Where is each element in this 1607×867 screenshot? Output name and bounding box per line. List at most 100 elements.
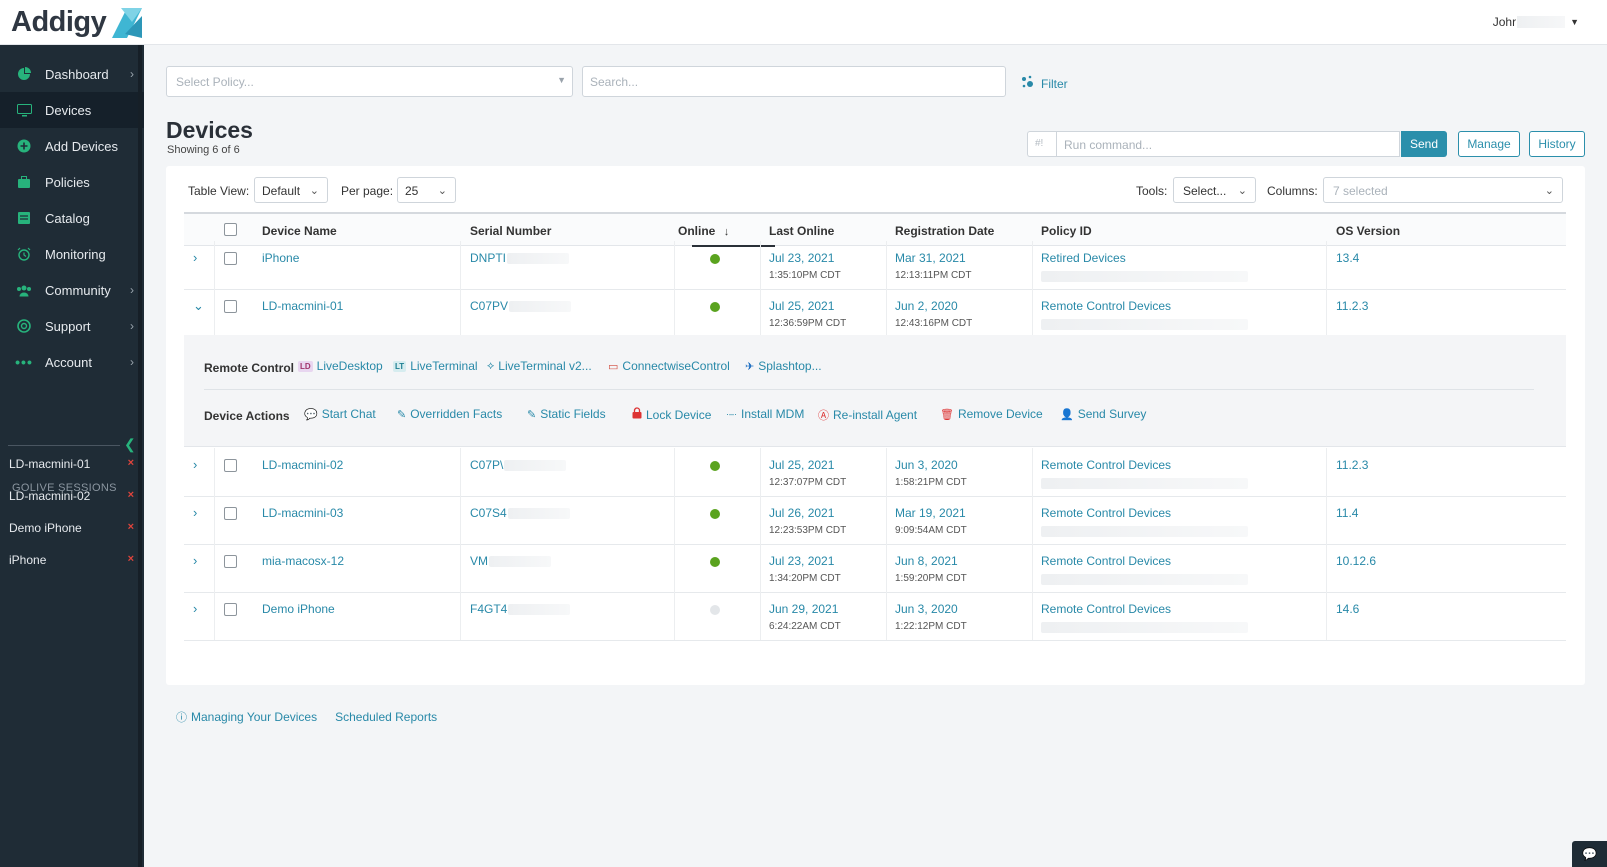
row-checkbox[interactable] <box>224 300 237 316</box>
sidebar-item-support[interactable]: Support › <box>0 308 144 344</box>
sidebar-item-devices[interactable]: Devices <box>0 92 144 128</box>
table-row[interactable]: › Demo iPhone F4GT4 Jun 29, 2021 6:24:22AM C… <box>184 592 1566 641</box>
per-page-select[interactable]: 25 ⌄ <box>397 177 456 203</box>
chevron-right-icon[interactable]: › <box>193 250 198 265</box>
column-divider <box>1326 241 1327 289</box>
col-last-online[interactable]: Last Online <box>769 224 835 238</box>
serial-number[interactable]: C07PV <box>470 299 572 313</box>
run-command-input[interactable]: Run command... <box>1056 131 1400 157</box>
filter-button[interactable]: Filter <box>1021 75 1068 92</box>
close-session-icon[interactable]: × <box>127 457 134 469</box>
chat-widget-button[interactable]: 💬 <box>1572 841 1607 867</box>
lock-device-button[interactable]: Lock Device <box>632 407 711 422</box>
chevron-right-icon[interactable]: › <box>193 601 198 616</box>
col-os-version[interactable]: OS Version <box>1336 224 1401 238</box>
os-version-link[interactable]: 13.4 <box>1336 251 1360 265</box>
col-registration-date[interactable]: Registration Date <box>895 224 995 238</box>
connectwise-button[interactable]: ▭ ConnectwiseControl <box>608 359 730 373</box>
last-online-time: 12:36:59PM CDT <box>769 318 847 329</box>
row-checkbox[interactable] <box>224 507 237 523</box>
send-button[interactable]: Send <box>1401 131 1447 157</box>
chevron-right-icon[interactable]: › <box>193 553 198 568</box>
table-row[interactable]: › LD-macmini-02 C07P\ Jul 25, 2021 12:37:07P… <box>184 448 1566 497</box>
last-online-time: 12:37:07PM CDT <box>769 477 847 488</box>
device-name-link[interactable]: mia-macosx-12 <box>262 554 345 568</box>
search-input[interactable]: Search... <box>582 66 1006 97</box>
table-row[interactable]: › LD-macmini-03 C07S4 Jul 26, 2021 12:23:53P… <box>184 496 1566 545</box>
serial-number[interactable]: F4GT4 <box>470 602 571 616</box>
golive-session-item[interactable]: LD-macmini-02 × <box>9 489 134 507</box>
golive-session-item[interactable]: LD-macmini-01 × <box>9 457 134 475</box>
policy-select[interactable]: Select Policy... ▼ <box>166 66 573 97</box>
row-checkbox[interactable] <box>224 555 237 571</box>
columns-select[interactable]: 7 selected ⌄ <box>1323 177 1563 203</box>
tools-select[interactable]: Select... ⌄ <box>1173 177 1256 203</box>
sidebar-item-catalog[interactable]: Catalog <box>0 200 144 236</box>
scheduled-reports-link[interactable]: Scheduled Reports <box>335 710 438 724</box>
chevron-right-icon[interactable]: › <box>193 457 198 472</box>
send-survey-button[interactable]: 👤 Send Survey <box>1060 407 1146 421</box>
golive-session-item[interactable]: Demo iPhone × <box>9 521 134 539</box>
sidebar-item-monitoring[interactable]: Monitoring <box>0 236 144 272</box>
sidebar-item-account[interactable]: ••• Account › <box>0 344 144 380</box>
static-fields-button[interactable]: ✎ Static Fields <box>527 407 606 421</box>
liveterminal-v2-button[interactable]: ⟡ LiveTerminal v2... <box>487 359 592 373</box>
device-name-link[interactable]: Demo iPhone <box>262 602 335 616</box>
chevron-down-icon[interactable]: ⌄ <box>193 298 204 313</box>
serial-number[interactable]: VM <box>470 554 551 568</box>
sidebar-item-add-devices[interactable]: Add Devices <box>0 128 144 164</box>
addigy-logo[interactable]: Addigy <box>11 3 146 41</box>
sidebar-item-policies[interactable]: Policies <box>0 164 144 200</box>
policy-link[interactable]: Remote Control Devices <box>1041 602 1172 616</box>
user-menu[interactable]: Johr ▼ <box>1493 15 1579 29</box>
serial-number[interactable]: C07S4 <box>470 506 570 520</box>
policy-link[interactable]: Remote Control Devices <box>1041 506 1172 520</box>
close-session-icon[interactable]: × <box>127 521 134 533</box>
row-checkbox[interactable] <box>224 459 237 475</box>
select-all-checkbox[interactable] <box>224 223 237 239</box>
collapse-sidebar-icon[interactable]: ❮ <box>124 436 136 452</box>
splashtop-button[interactable]: ✈ Splashtop... <box>745 359 822 373</box>
device-name-link[interactable]: LD-macmini-02 <box>262 458 344 472</box>
os-version-link[interactable]: 11.2.3 <box>1336 458 1369 472</box>
serial-number[interactable]: DNPTI <box>470 251 569 265</box>
livedesktop-button[interactable]: LD LiveDesktop <box>298 359 383 373</box>
os-version-link[interactable]: 14.6 <box>1336 602 1360 616</box>
device-name-link[interactable]: iPhone <box>262 251 300 265</box>
device-name-link[interactable]: LD-macmini-01 <box>262 299 344 313</box>
col-policy-id[interactable]: Policy ID <box>1041 224 1092 238</box>
row-checkbox[interactable] <box>224 603 237 619</box>
table-view-select[interactable]: Default ⌄ <box>254 177 328 203</box>
start-chat-button[interactable]: 💬 Start Chat <box>304 407 376 421</box>
col-device-name[interactable]: Device Name <box>262 224 337 238</box>
close-session-icon[interactable]: × <box>127 553 134 565</box>
chevron-right-icon[interactable]: › <box>193 505 198 520</box>
sidebar-item-dashboard[interactable]: Dashboard › <box>0 56 144 92</box>
close-session-icon[interactable]: × <box>127 489 134 501</box>
serial-number[interactable]: C07P\ <box>470 458 567 472</box>
policy-link[interactable]: Remote Control Devices <box>1041 554 1172 568</box>
manage-button[interactable]: Manage <box>1458 131 1520 157</box>
remove-device-button[interactable]: 🗑 Remove Device <box>940 407 1043 421</box>
policy-link[interactable]: Remote Control Devices <box>1041 299 1172 313</box>
overridden-facts-button[interactable]: ✎ Overridden Facts <box>397 407 502 421</box>
golive-session-item[interactable]: iPhone × <box>9 553 134 571</box>
sidebar-item-community[interactable]: Community › <box>0 272 144 308</box>
table-row[interactable]: › mia-macosx-12 VM Jul 23, 2021 1:34:20PM CD… <box>184 544 1566 593</box>
device-name-link[interactable]: LD-macmini-03 <box>262 506 344 520</box>
policy-link[interactable]: Remote Control Devices <box>1041 458 1172 472</box>
table-row[interactable]: ⌄ LD-macmini-01 C07PV Jul 25, 2021 12:36:59P… <box>184 289 1566 338</box>
table-row[interactable]: › iPhone DNPTI Jul 23, 2021 1:35:10PM CDT Mar… <box>184 241 1566 290</box>
managing-devices-link[interactable]: ⓘ Managing Your Devices <box>176 709 317 725</box>
policy-link[interactable]: Retired Devices <box>1041 251 1126 265</box>
history-button[interactable]: History <box>1529 131 1585 157</box>
os-version-link[interactable]: 11.4 <box>1336 506 1359 520</box>
col-serial-number[interactable]: Serial Number <box>470 224 552 238</box>
liveterminal-button[interactable]: LT LiveTerminal <box>393 359 478 373</box>
os-version-link[interactable]: 11.2.3 <box>1336 299 1369 313</box>
reinstall-agent-button[interactable]: Ⓐ Re-install Agent <box>818 407 917 423</box>
install-mdm-button[interactable]: ·–· Install MDM <box>726 407 804 421</box>
os-version-link[interactable]: 10.12.6 <box>1336 554 1377 568</box>
row-checkbox[interactable] <box>224 252 237 268</box>
col-online[interactable]: Online ↓ <box>678 224 729 238</box>
